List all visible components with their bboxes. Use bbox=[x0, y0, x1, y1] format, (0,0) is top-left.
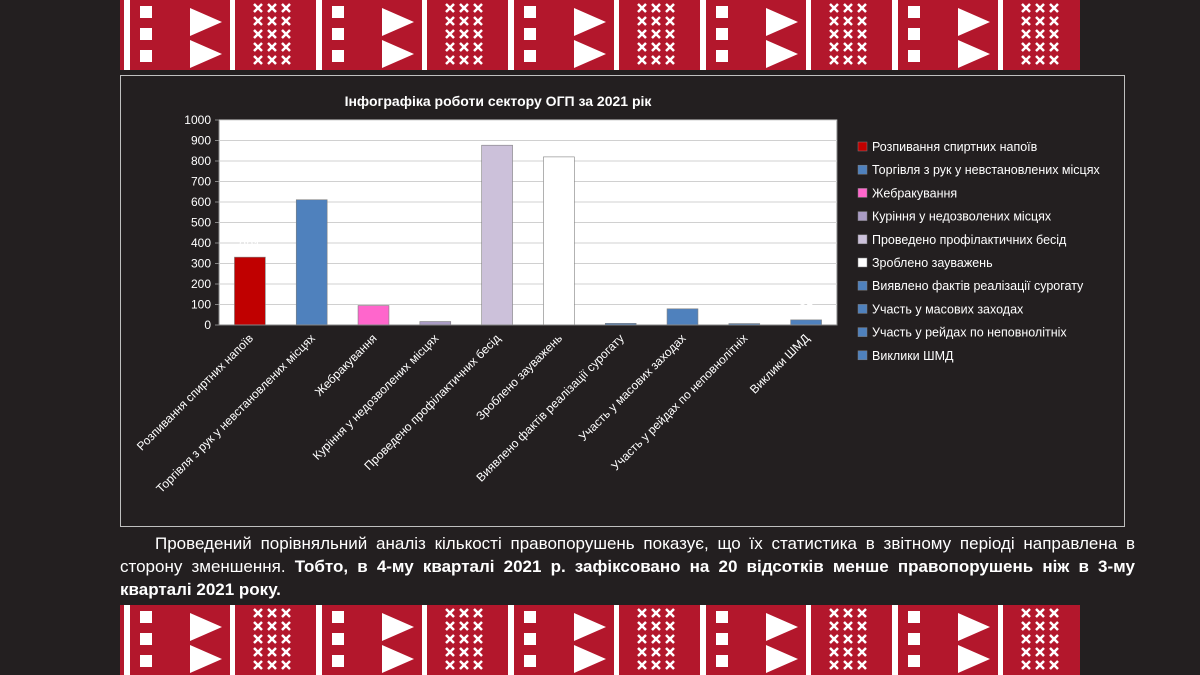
legend-swatch bbox=[857, 280, 868, 291]
legend-label: Проведено профілактичних бесід bbox=[872, 233, 1067, 247]
ornament-motif bbox=[1021, 608, 1059, 670]
x-tick-label: Участь у масових заходах bbox=[576, 331, 689, 444]
ornament-motif bbox=[124, 605, 152, 675]
bar bbox=[543, 156, 575, 326]
y-tick-label: 500 bbox=[191, 216, 211, 230]
ornament-pattern-bottom bbox=[124, 605, 1059, 675]
ornament-motif bbox=[253, 608, 291, 670]
legend-label: Жебракування bbox=[872, 186, 957, 200]
ornament-motif bbox=[637, 3, 675, 65]
chart-container: Інфографіка роботи сектору ОГП за 2021 р… bbox=[120, 75, 1125, 527]
legend-swatch bbox=[857, 141, 868, 152]
data-label: 17 bbox=[428, 303, 442, 318]
data-label: 79 bbox=[675, 290, 689, 305]
data-label: 25 bbox=[799, 301, 813, 316]
chart-title: Інфографіка роботи сектору ОГП за 2021 р… bbox=[345, 93, 653, 109]
analysis-caption: Проведений порівняльний аналіз кількості… bbox=[120, 532, 1135, 601]
ornament-motif bbox=[829, 3, 867, 65]
data-label: 7 bbox=[741, 305, 748, 320]
legend-label: Участь у масових заходах bbox=[872, 302, 1024, 316]
legend-swatch bbox=[857, 164, 868, 175]
y-tick-label: 1000 bbox=[184, 113, 211, 127]
ornament-motif bbox=[892, 0, 920, 70]
legend-swatch bbox=[857, 211, 868, 221]
legend-label: Виклики ШМД bbox=[872, 349, 954, 363]
ornament-motif bbox=[316, 0, 344, 70]
legend-swatch bbox=[857, 234, 868, 245]
x-tick-label: Куріння у недозволених місцях bbox=[310, 331, 442, 463]
ornament-motif bbox=[382, 605, 427, 675]
caption-bold-text: Тобто, в 4-му кварталі 2021 р. зафіксова… bbox=[120, 557, 1135, 599]
y-tick-label: 100 bbox=[191, 298, 211, 312]
ornament-motif bbox=[958, 0, 1003, 70]
ornament-motif bbox=[958, 605, 1003, 675]
legend-label: Зроблено зауважень bbox=[872, 256, 993, 270]
ornament-motif bbox=[382, 0, 427, 70]
legend-swatch bbox=[857, 350, 868, 361]
ornament-motif bbox=[766, 0, 811, 70]
y-tick-label: 200 bbox=[191, 277, 211, 291]
ornament-motif bbox=[445, 608, 483, 670]
ornament-motif bbox=[124, 0, 152, 70]
ornament-motif bbox=[508, 605, 536, 675]
ornament-motif bbox=[574, 605, 619, 675]
bar bbox=[666, 308, 699, 326]
ornament-motif bbox=[445, 3, 483, 65]
y-tick-label: 300 bbox=[191, 257, 211, 271]
bar bbox=[481, 144, 513, 326]
y-tick-label: 700 bbox=[191, 175, 211, 189]
ornament-motif bbox=[766, 605, 811, 675]
legend-label: Розпивання спиртних напоїв bbox=[872, 140, 1038, 154]
x-tick-label: Жебракування bbox=[312, 331, 380, 399]
ornament-motif bbox=[508, 0, 536, 70]
top-ornament-band bbox=[120, 0, 1080, 70]
ornament-motif bbox=[574, 0, 619, 70]
data-label: 331 bbox=[239, 238, 261, 253]
legend-swatch bbox=[857, 327, 868, 337]
bar bbox=[357, 305, 390, 326]
ornament-motif bbox=[700, 0, 728, 70]
y-tick-label: 400 bbox=[191, 236, 211, 250]
y-tick-label: 900 bbox=[191, 134, 211, 148]
bar-chart: Інфографіка роботи сектору ОГП за 2021 р… bbox=[134, 93, 1101, 496]
legend-label: Участь у рейдах по неповнолітніх bbox=[872, 326, 1067, 340]
ornament-motif bbox=[190, 0, 235, 70]
data-label: 820 bbox=[548, 138, 570, 153]
data-label: 95 bbox=[366, 287, 380, 302]
bar bbox=[234, 256, 266, 326]
ornament-motif bbox=[316, 605, 344, 675]
ornament-motif bbox=[829, 608, 867, 670]
ornament-motif bbox=[892, 605, 920, 675]
legend-swatch bbox=[857, 257, 868, 268]
x-tick-label: Виклики ШМД bbox=[747, 331, 812, 396]
ornament-motif bbox=[700, 605, 728, 675]
bar bbox=[790, 319, 822, 326]
y-tick-label: 800 bbox=[191, 154, 211, 168]
ornament-motif bbox=[637, 608, 675, 670]
caption-normal-text: Проведений порівняльний аналіз кількості… bbox=[120, 534, 1135, 576]
y-tick-label: 600 bbox=[191, 195, 211, 209]
legend-label: Куріння у недозволених місцях bbox=[872, 210, 1052, 224]
data-label: 8 bbox=[617, 304, 624, 319]
legend-label: Торгівля з рук у невстановлених місцях bbox=[872, 163, 1100, 177]
ornament-pattern-top bbox=[124, 0, 1059, 70]
legend-swatch bbox=[857, 188, 868, 198]
legend-swatch bbox=[857, 304, 868, 314]
x-tick-label: Розпивання спиртних напоїв bbox=[134, 331, 256, 453]
bar bbox=[295, 199, 328, 326]
x-tick-label: Проведено профілактичних бесід bbox=[361, 331, 503, 473]
ornament-motif bbox=[1021, 3, 1059, 65]
bar bbox=[419, 321, 452, 326]
ornament-motif bbox=[253, 3, 291, 65]
data-label: 611 bbox=[301, 181, 322, 196]
x-tick-label: Участь у рейдах по неповнолітніх bbox=[608, 331, 750, 473]
ornament-motif bbox=[190, 605, 235, 675]
y-tick-label: 0 bbox=[204, 318, 211, 332]
data-label: 877 bbox=[486, 126, 508, 141]
legend-label: Виявлено фактів реалізації сурогату bbox=[872, 279, 1084, 293]
bottom-ornament-band bbox=[120, 605, 1080, 675]
